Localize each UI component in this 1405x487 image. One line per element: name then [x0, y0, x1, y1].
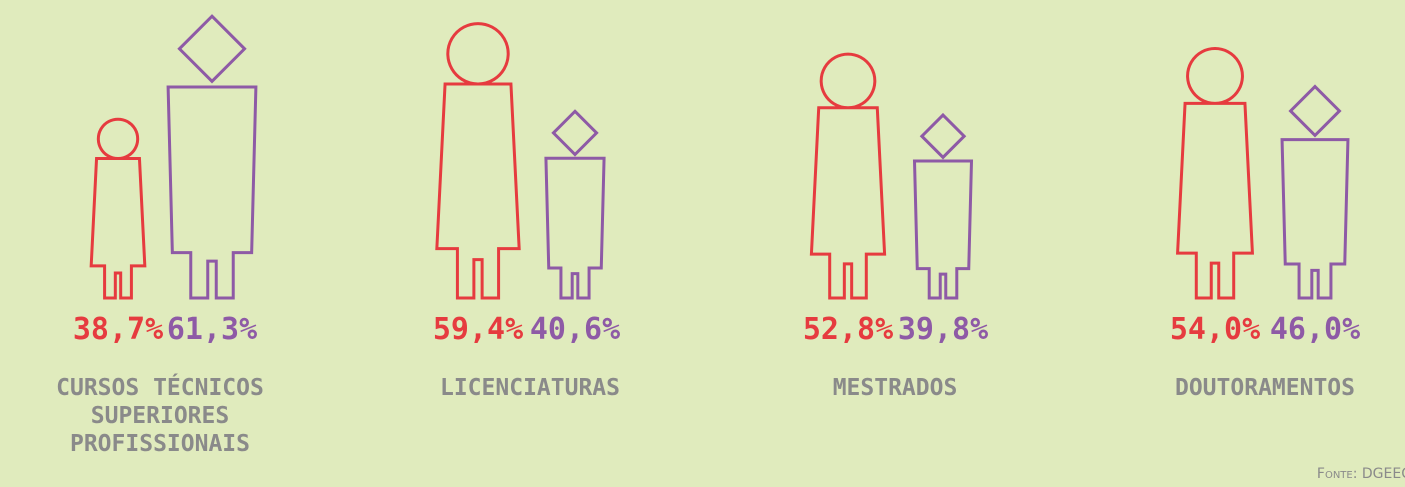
- person-figure: [1280, 84, 1350, 300]
- person-figure: [89, 117, 147, 300]
- source: Fonte: DGEEC: [1316, 466, 1405, 482]
- value-label: 59,4%: [432, 312, 524, 347]
- category-label: DOUTORAMENTOS: [1174, 375, 1355, 401]
- person-figure: [912, 112, 974, 300]
- value-label: 46,0%: [1269, 312, 1361, 347]
- value-label: 54,0%: [1169, 312, 1261, 347]
- value-label: 61,3%: [166, 312, 258, 347]
- value-label: 40,6%: [529, 312, 621, 347]
- value-label: 52,8%: [802, 312, 894, 347]
- value-label: 38,7%: [72, 312, 164, 347]
- category-label: MESTRADOS: [832, 375, 958, 401]
- person-figure: [435, 22, 521, 300]
- person-figure: [544, 109, 606, 300]
- person-figure: [809, 52, 887, 300]
- category-label: CURSOS TÉCNICOS SUPERIORES PROFISSIONAIS: [56, 375, 264, 457]
- value-label: 39,8%: [897, 312, 989, 347]
- person-figure: [166, 14, 258, 300]
- category-label: LICENCIATURAS: [439, 375, 620, 401]
- person-figure: [1176, 47, 1254, 300]
